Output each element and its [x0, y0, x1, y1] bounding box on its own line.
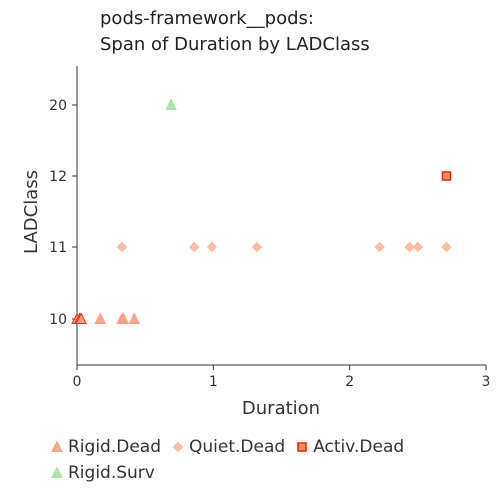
y-tick-label: 20	[49, 98, 67, 114]
chart-title-line-2: Span of Duration by LADClass	[100, 34, 370, 55]
legend-label: Rigid.Surv	[68, 463, 155, 483]
chart-title: pods-framework__pods: Span of Duration b…	[100, 6, 370, 58]
series-quiet-dead	[116, 241, 452, 253]
x-tick-label: 3	[482, 374, 491, 390]
legend-marker	[51, 466, 63, 478]
legend-item: Activ.Dead	[295, 434, 404, 460]
legend-marker	[51, 440, 63, 452]
series-rigid-dead	[71, 312, 141, 324]
legend-label: Rigid.Dead	[68, 437, 162, 457]
legend-item: Rigid.Dead	[50, 434, 161, 460]
y-tick-label: 10	[49, 312, 67, 328]
data-point	[94, 312, 106, 324]
series-activ-dead	[441, 171, 452, 181]
data-point	[404, 241, 415, 253]
data-points	[71, 98, 452, 324]
data-point	[165, 98, 177, 110]
legend-label: Quiet.Dead	[189, 437, 286, 457]
x-tick-label: 0	[73, 374, 82, 390]
legend-marker	[297, 442, 307, 452]
square-marker-icon	[297, 442, 307, 452]
legend-item: Rigid.Surv	[50, 460, 155, 486]
diamond-marker-icon	[172, 441, 184, 453]
triangle-marker-icon	[51, 440, 63, 452]
data-point	[441, 241, 452, 253]
x-tick-label: 1	[209, 374, 218, 390]
data-point	[206, 241, 218, 253]
data-point	[251, 241, 263, 253]
data-point	[128, 312, 141, 324]
data-point	[117, 312, 130, 324]
data-point	[189, 241, 200, 253]
legend-marker	[172, 441, 184, 453]
legend-item: Quiet.Dead	[171, 434, 285, 460]
legend: Rigid.Dead Quiet.Dead Activ.Dead Rigid.Surv	[50, 434, 490, 486]
y-tick-label: 12	[49, 169, 67, 185]
data-point	[374, 241, 385, 253]
triangle-marker-icon	[51, 466, 63, 478]
y-axis-label: LADClass	[21, 170, 42, 254]
data-point	[441, 171, 452, 181]
chart-title-line-1: pods-framework__pods:	[100, 8, 314, 29]
data-point	[412, 241, 424, 253]
y-tick-label: 11	[49, 240, 67, 256]
series-rigid-surv	[165, 98, 177, 110]
data-point	[116, 241, 128, 253]
data-point	[75, 312, 87, 324]
x-axis-label: Duration	[242, 398, 320, 419]
x-tick-label: 2	[345, 374, 354, 390]
legend-label: Activ.Dead	[313, 437, 405, 457]
